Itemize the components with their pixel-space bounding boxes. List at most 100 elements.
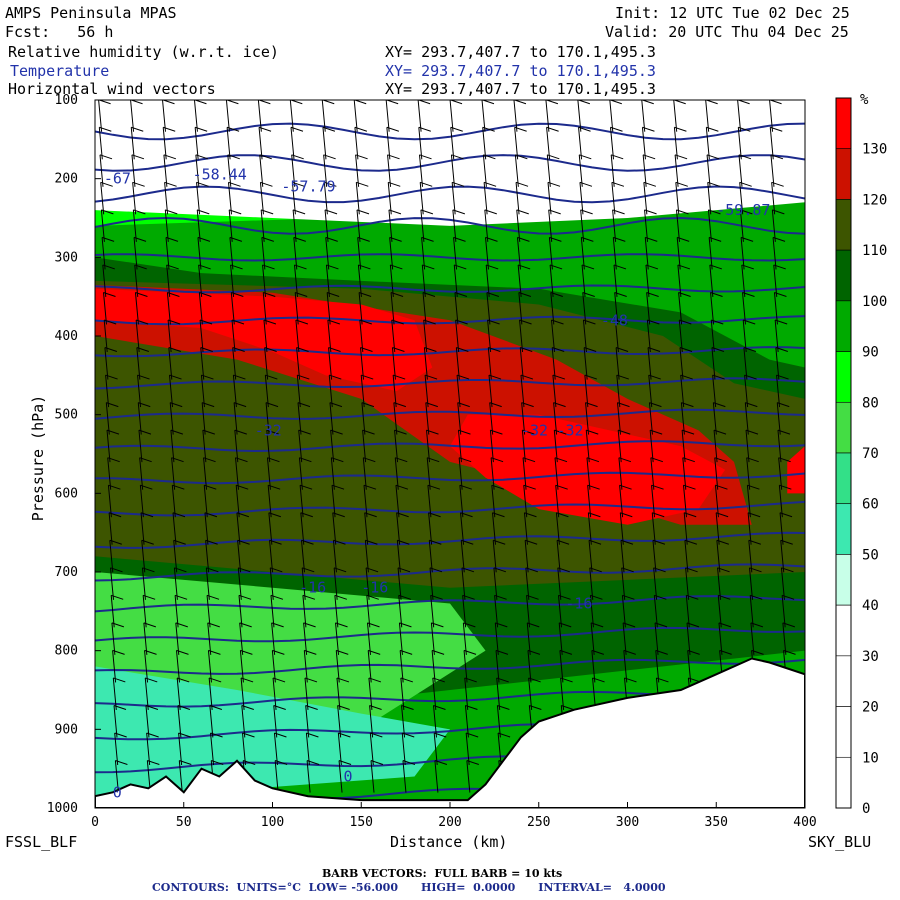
wind-barb <box>641 127 646 160</box>
wind-barb <box>366 595 371 628</box>
wind-barb <box>516 237 521 270</box>
wind-barb <box>710 292 715 325</box>
wind-barb-flag <box>101 236 115 242</box>
wind-barb <box>585 430 590 463</box>
wind-barb <box>391 347 396 380</box>
wind-barb-flag <box>109 539 122 545</box>
wind-barb <box>553 402 558 435</box>
wind-barb <box>647 347 652 380</box>
wind-barb-flag <box>492 512 505 518</box>
wind-barb <box>230 292 235 325</box>
wind-barb-flag <box>554 429 567 435</box>
wind-barb <box>460 512 465 545</box>
wind-barb-flag <box>111 594 124 600</box>
wind-barb-flag <box>552 347 565 353</box>
wind-barb <box>742 319 747 353</box>
wind-barb <box>560 677 565 710</box>
wind-barb-flag <box>523 484 536 490</box>
wind-barb-flag <box>656 677 669 683</box>
wind-barb <box>588 540 593 573</box>
wind-barb <box>429 567 434 600</box>
wind-barb-flag <box>300 512 313 518</box>
wind-barb-flag <box>239 622 252 628</box>
wind-barb <box>332 540 337 573</box>
wind-barb <box>298 430 303 463</box>
wind-barb-flag <box>267 484 281 490</box>
wind-barb-flag <box>328 347 341 353</box>
wind-barb-flag <box>235 457 248 463</box>
wind-barb-flag <box>391 319 404 325</box>
wind-barb-flag <box>740 236 754 242</box>
wind-barb <box>291 182 296 215</box>
wind-barb <box>259 154 264 187</box>
wind-barb <box>387 154 392 187</box>
wind-barb <box>207 622 212 655</box>
wind-barb-flag <box>715 484 728 490</box>
wind-barb-flag <box>110 567 123 573</box>
temperature-contour-label: -16 <box>565 594 592 612</box>
wind-barb-flag <box>557 567 570 573</box>
wind-barb-flag <box>201 402 215 408</box>
wind-barb <box>234 430 239 463</box>
wind-barb <box>369 732 374 766</box>
wind-barb <box>708 237 713 270</box>
colorbar-band <box>835 199 852 251</box>
wind-barb-flag <box>422 291 436 297</box>
wind-barb <box>401 705 406 738</box>
wind-barb <box>584 375 589 408</box>
init-time: Init: 12 UTC Tue 02 Dec 25 <box>615 4 850 22</box>
wind-barb <box>586 457 591 490</box>
wind-barb-flag <box>649 402 662 408</box>
wind-barb <box>745 430 750 463</box>
wind-barb-flag <box>324 181 337 187</box>
wind-barb-flag <box>482 126 495 132</box>
wind-barb <box>195 154 200 187</box>
wind-barb-flag <box>517 236 530 242</box>
wind-barb <box>358 292 363 325</box>
wind-barb-flag <box>197 236 211 242</box>
wind-barb <box>354 127 359 160</box>
wind-barb-flag <box>555 484 568 490</box>
wind-barb <box>420 209 425 242</box>
wind-barb <box>293 237 298 270</box>
y-axis-label: Pressure (hPa) <box>29 394 48 522</box>
temperature-contour-line <box>95 216 805 235</box>
wind-barb-flag <box>560 677 573 683</box>
wind-barb <box>273 705 278 738</box>
wind-barb <box>587 485 592 518</box>
wind-barb-flag <box>338 732 351 738</box>
wind-barb-flag <box>559 622 572 628</box>
wind-barb-flag <box>178 732 191 738</box>
wind-barb <box>229 237 234 270</box>
temperature-contour-label: -16 <box>299 579 326 597</box>
wind-barb-flag <box>168 347 181 353</box>
wind-barb-flag <box>231 319 245 325</box>
wind-barb-flag <box>131 154 145 160</box>
wind-barb-flag <box>717 567 730 573</box>
wind-barb-flag <box>209 704 223 710</box>
wind-barb <box>295 319 300 353</box>
wind-barb <box>301 540 305 573</box>
wind-barb-flag <box>525 567 539 573</box>
wind-barb <box>589 595 594 628</box>
wind-barb-flag <box>465 732 479 738</box>
wind-barb-flag <box>677 236 690 242</box>
wind-barb-flag <box>365 539 378 545</box>
wind-barb-flag <box>548 209 561 215</box>
wind-barb-flag <box>229 236 243 242</box>
wind-barb-flag <box>488 347 501 353</box>
wind-barb <box>496 705 501 738</box>
wind-barb <box>235 485 240 518</box>
wind-barb-flag <box>418 126 431 132</box>
wind-barb <box>111 622 116 655</box>
wind-barb-flag <box>746 457 759 463</box>
wind-barb <box>324 209 329 242</box>
wind-barb-flag <box>133 236 147 242</box>
wind-barb <box>100 182 105 215</box>
wind-barb <box>779 512 784 545</box>
wind-barb-flag <box>652 512 665 518</box>
wind-barb <box>264 375 269 408</box>
wind-barb-flag <box>165 209 178 215</box>
temperature-contour-label: -16 <box>361 579 388 597</box>
